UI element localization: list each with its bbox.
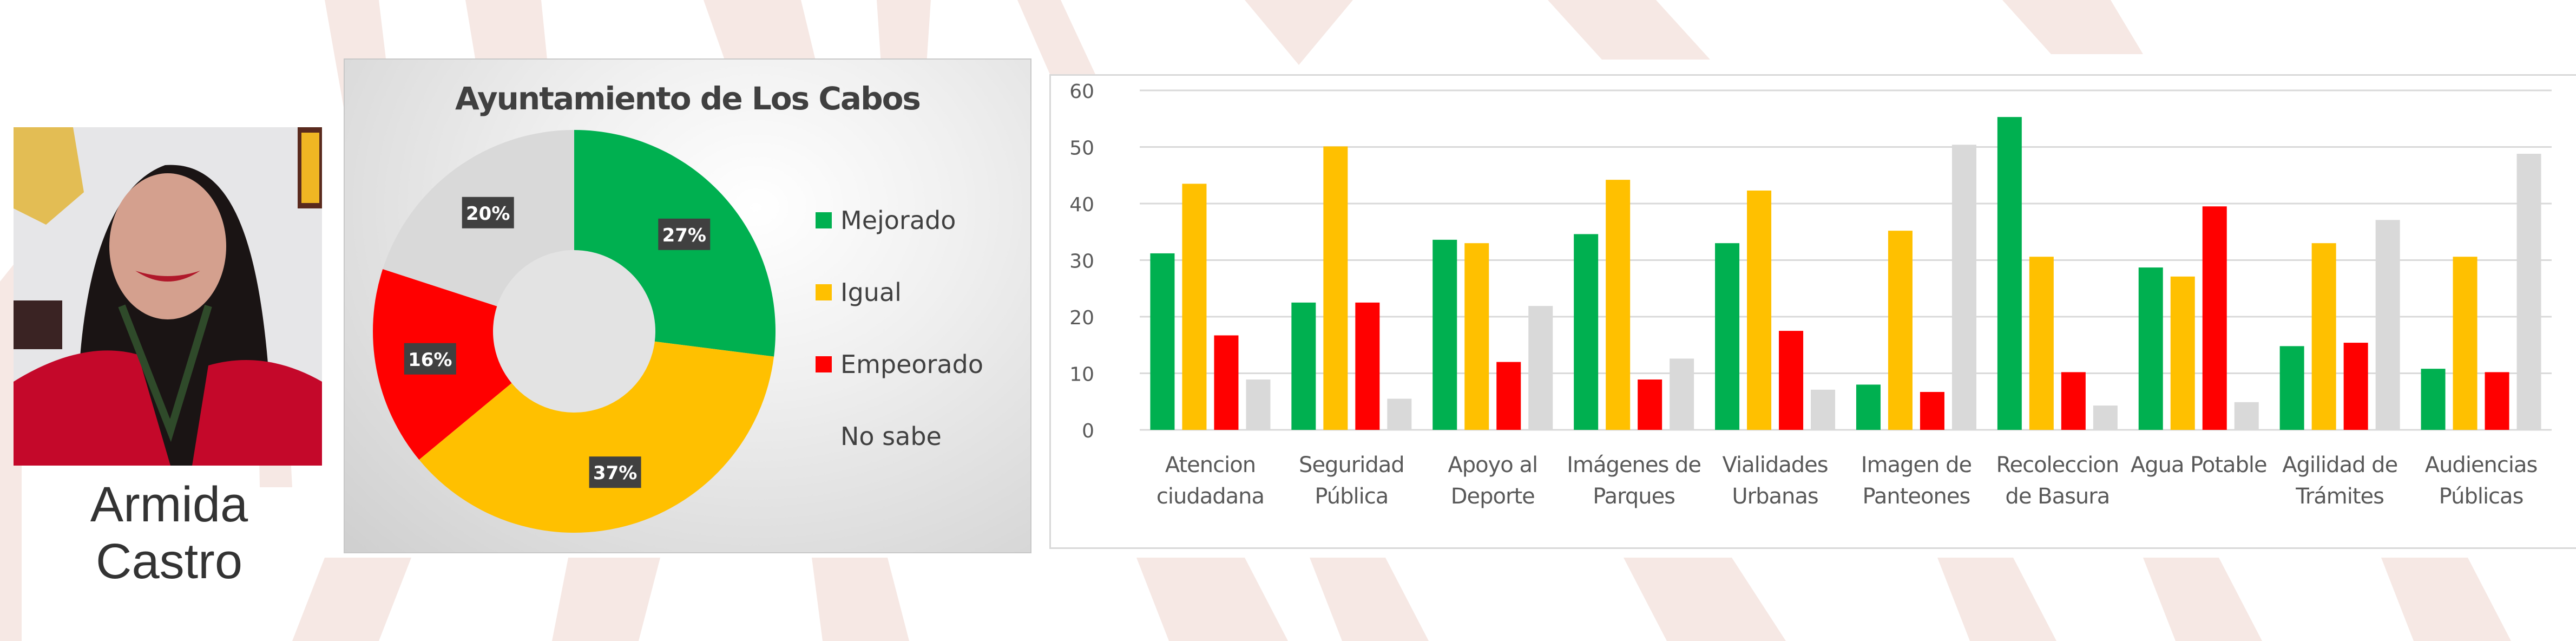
bar-empeorado [1496,362,1521,430]
x-axis-label: Agua Potable [2130,453,2268,478]
legend-label: Empeorado [840,350,983,379]
bar-mejorado [1574,234,1599,430]
bar-mejorado [1150,253,1175,430]
bar-no-sabe [2093,405,2118,430]
donut-chart-title: Ayuntamiento de Los Cabos [455,80,921,117]
data-label-box [589,456,641,488]
bar-empeorado [1355,302,1380,430]
bar-mejorado [1432,239,1457,430]
data-label-box [404,343,456,375]
donut-chart-panel: Ayuntamiento de Los Cabos 27% 37% 16% 20% M… [344,58,1031,553]
data-label-box [462,197,514,228]
bar-igual [2029,257,2054,430]
donut-hole [493,250,655,413]
bar-igual [2311,243,2336,430]
y-tick-label: 50 [1069,138,1094,160]
y-tick-label: 30 [1069,251,1094,273]
bar-mejorado [2421,369,2446,430]
y-tick-label: 20 [1069,307,1094,329]
x-axis-label: Apoyo al Deporte [1448,453,1538,509]
bar-no-sabe [1951,145,1976,430]
bar-no-sabe [1670,358,1694,430]
legend-item-igual: Igual [816,278,902,307]
data-label: 16% [408,349,452,371]
bar-empeorado [1920,391,1944,430]
legend-swatch-mejorado [816,212,832,228]
bar-igual [1888,231,1913,430]
bar-igual [2453,257,2478,430]
bar-igual [1182,184,1207,430]
bar-empeorado [1214,335,1239,430]
bar-mejorado [1856,384,1881,430]
bar-empeorado [2485,372,2509,430]
bar-no-sabe [1387,398,1412,430]
bar-no-sabe [2234,402,2259,430]
x-axis-label: Recoleccion de Basura [1996,453,2119,509]
bar-mejorado [1291,302,1316,430]
bar-no-sabe [1246,379,1271,430]
data-label: 27% [662,225,706,246]
bar-empeorado [1638,379,1662,430]
bar-mejorado [1715,243,1740,430]
y-tick-label: 10 [1069,364,1094,386]
portrait-illustration [14,127,322,466]
legend-swatch-igual [816,284,832,300]
legend-label: No sabe [840,422,942,451]
legend-label: Igual [840,278,902,307]
bar-chart: 0 10 20 30 40 50 60 [1069,81,2552,442]
bar-mejorado [2138,267,2163,430]
x-axis-label: Vialidades Urbanas [1722,453,1829,509]
bar-igual [1747,190,1772,430]
bar-empeorado [2202,206,2227,430]
bar-igual [1464,243,1489,430]
bar-no-sabe [1811,389,1836,430]
bar-empeorado [1779,331,1804,430]
bar-empeorado [2061,372,2086,430]
data-label: 37% [593,462,637,484]
legend-label: Mejorado [840,206,956,235]
legend-item-empeorado: Empeorado [816,350,983,379]
bar-no-sabe [2375,220,2400,430]
y-tick-label: 40 [1069,194,1094,216]
donut-slice-igual [419,341,774,533]
portrait-photo [14,127,322,466]
legend-item-mejorado: Mejorado [816,206,956,235]
bar-empeorado [2343,343,2368,430]
y-tick-label: 0 [1082,420,1094,442]
bar-no-sabe [1528,306,1553,430]
data-label: 20% [466,203,510,225]
bar-igual [2170,276,2195,430]
x-axis-label: Atencion ciudadana [1156,453,1265,509]
donut-chart: 27% 37% 16% 20% [373,130,776,533]
bar-mejorado [1997,117,2022,430]
legend-swatch-no-sabe [816,428,832,444]
y-tick-label: 60 [1069,81,1094,103]
person-name: Armida Castro [90,477,248,589]
x-axis-label: Imágenes de Parques [1567,453,1701,509]
bar-igual [1323,146,1348,430]
bar-igual [1606,180,1631,430]
x-axis-label: Seguridad Pública [1299,453,1405,509]
x-axis-label: Agilidad de Trámites [2282,453,2398,509]
legend-swatch-empeorado [816,356,832,372]
data-label-box [658,218,711,250]
x-axis-label: Audiencias Públicas [2424,453,2538,509]
legend-item-no-sabe: No sabe [816,422,942,451]
bar-mejorado [2279,346,2304,430]
x-axis-label: Imagen de Panteones [1861,453,1972,509]
bar-chart-panel: 0 10 20 30 40 50 60 Atencion ciudadana Seguridad… [1049,74,2576,549]
bar-no-sabe [2516,154,2541,430]
